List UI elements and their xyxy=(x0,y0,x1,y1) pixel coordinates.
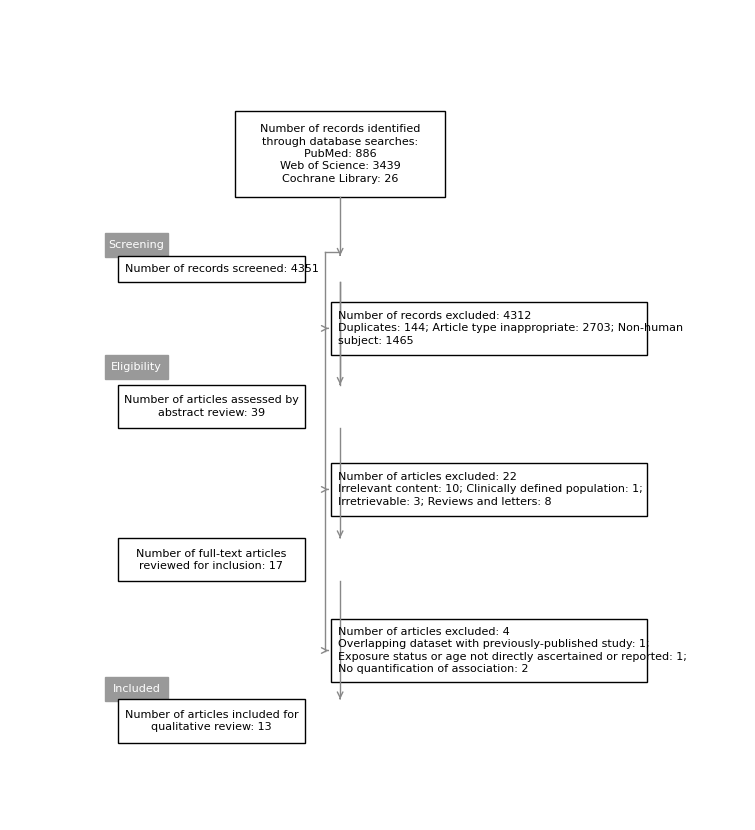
Text: Screening: Screening xyxy=(109,241,165,251)
FancyBboxPatch shape xyxy=(331,618,647,682)
FancyBboxPatch shape xyxy=(118,538,305,582)
Text: Number of records screened: 4351: Number of records screened: 4351 xyxy=(125,264,319,274)
FancyBboxPatch shape xyxy=(105,676,168,701)
Text: Number of articles assessed by
abstract review: 39: Number of articles assessed by abstract … xyxy=(124,395,299,417)
FancyBboxPatch shape xyxy=(105,354,168,378)
Text: Number of records identified
through database searches:
PubMed: 886
Web of Scien: Number of records identified through dat… xyxy=(260,124,421,183)
FancyBboxPatch shape xyxy=(331,463,647,515)
Text: Included: Included xyxy=(112,684,161,694)
FancyBboxPatch shape xyxy=(118,256,305,282)
FancyBboxPatch shape xyxy=(105,233,168,257)
FancyBboxPatch shape xyxy=(235,110,445,197)
FancyBboxPatch shape xyxy=(118,384,305,428)
Text: Eligibility: Eligibility xyxy=(111,362,162,372)
Text: Number of articles excluded: 4
Overlapping dataset with previously-published stu: Number of articles excluded: 4 Overlappi… xyxy=(338,627,687,674)
Text: Number of records excluded: 4312
Duplicates: 144; Article type inappropriate: 27: Number of records excluded: 4312 Duplica… xyxy=(338,311,683,346)
Text: Number of full-text articles
reviewed for inclusion: 17: Number of full-text articles reviewed fo… xyxy=(136,549,287,571)
Text: Number of articles excluded: 22
Irrelevant content: 10; Clinically defined popul: Number of articles excluded: 22 Irreleva… xyxy=(338,472,643,507)
Text: Number of articles included for
qualitative review: 13: Number of articles included for qualitat… xyxy=(125,710,298,732)
FancyBboxPatch shape xyxy=(118,699,305,743)
FancyBboxPatch shape xyxy=(331,302,647,354)
